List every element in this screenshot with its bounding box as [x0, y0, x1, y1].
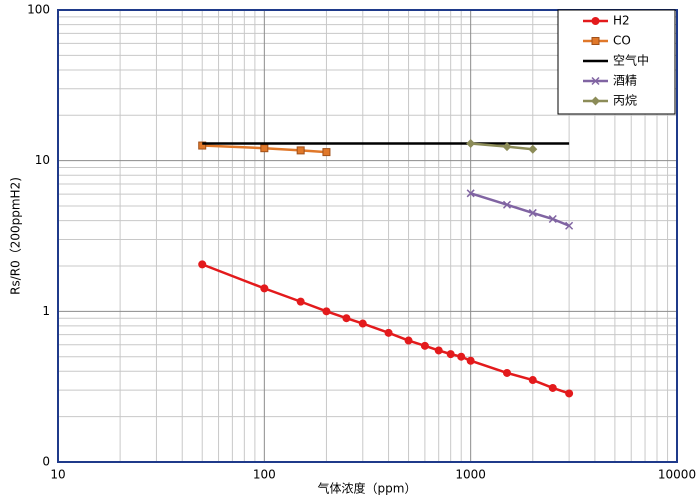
marker: [466, 189, 475, 198]
marker: [434, 346, 443, 355]
marker: [565, 389, 574, 398]
marker: [322, 148, 331, 157]
marker: [420, 341, 429, 350]
marker: [384, 328, 393, 337]
legend-label: CO: [613, 34, 631, 48]
legend-marker: [591, 76, 600, 86]
marker: [296, 297, 305, 306]
y-tick-label: 10: [35, 153, 50, 167]
marker: [342, 314, 351, 323]
marker: [466, 356, 475, 365]
marker: [502, 142, 512, 152]
legend-marker: [591, 37, 600, 45]
marker: [502, 200, 512, 209]
legend-label: 空气中: [613, 53, 649, 68]
legend-marker: [591, 96, 600, 106]
plot-frame: [57, 9, 678, 463]
marker: [260, 284, 269, 293]
marker: [446, 350, 455, 359]
marker: [548, 383, 557, 392]
x-tick-label: 100: [253, 468, 276, 482]
marker: [548, 214, 557, 224]
series-line: [202, 144, 327, 154]
y-tick-label: 1: [42, 304, 50, 318]
y-tick-label: 0: [42, 455, 50, 469]
marker: [528, 208, 537, 217]
x-tick-label: 1000: [455, 468, 486, 482]
marker: [296, 146, 305, 155]
x-axis-label: 气体浓度（ppm）: [318, 481, 417, 496]
marker: [404, 336, 413, 345]
y-axis-label: Rs/R0（200ppmH2): [9, 177, 23, 295]
legend-label: 酒精: [613, 74, 637, 88]
legend-marker: [591, 17, 600, 25]
marker: [260, 144, 269, 153]
legend-label: 丙烷: [613, 94, 637, 108]
marker: [528, 376, 537, 385]
marker: [565, 221, 574, 230]
legend-label: H2: [613, 14, 630, 28]
marker: [466, 138, 476, 148]
legend-box: [557, 9, 676, 115]
marker: [198, 141, 207, 150]
marker: [503, 368, 512, 377]
marker: [528, 144, 538, 154]
series-line: [201, 263, 570, 395]
x-tick-label: 10: [50, 468, 65, 482]
marker: [457, 352, 466, 361]
x-tick-label: 10000: [658, 468, 696, 482]
marker: [358, 319, 367, 328]
y-tick-label: 100: [27, 3, 50, 17]
marker: [322, 307, 331, 316]
marker: [198, 260, 207, 269]
